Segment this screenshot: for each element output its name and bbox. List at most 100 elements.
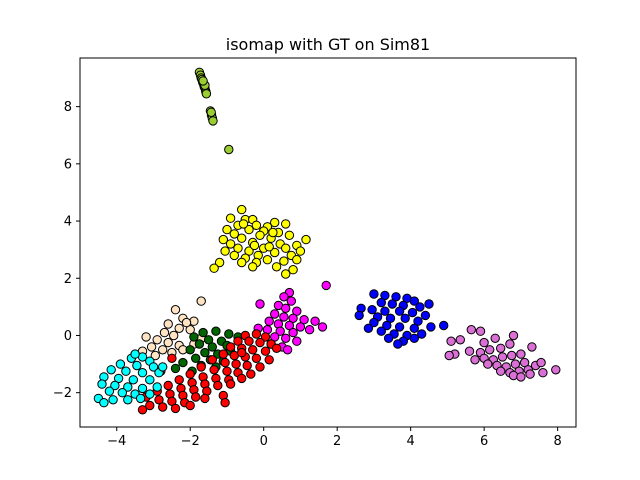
data-point [222,366,232,376]
data-point [174,375,184,385]
data-point [185,369,195,379]
data-point [137,383,148,394]
data-point [393,339,403,349]
data-point [420,310,431,321]
data-point [470,355,480,365]
data-point [387,299,397,309]
data-point [251,220,262,231]
data-point [123,395,133,405]
data-point [191,353,201,363]
data-point [479,337,489,348]
data-point [225,379,236,389]
data-point [249,240,260,251]
data-point [255,230,265,241]
data-point [145,375,155,385]
data-point [163,337,173,348]
data-point [260,346,271,356]
data-point [455,335,465,345]
data-point [117,388,128,398]
data-point [145,389,155,399]
data-point [301,234,311,245]
data-point [145,400,155,411]
data-point [292,255,302,265]
data-point [292,336,302,346]
data-point [128,375,139,385]
data-point [220,357,230,368]
data-point [224,329,234,339]
data-point [209,263,219,273]
data-point [279,256,289,266]
data-point [409,296,419,306]
chart-title: isomap with GT on Sim81 [226,35,430,54]
data-point [367,305,377,315]
data-point [446,336,456,346]
data-point [281,303,291,313]
data-point [148,362,159,372]
data-point [209,365,219,375]
data-point [242,360,252,371]
data-point [551,365,561,375]
data-point [475,326,486,336]
data-point [244,246,254,256]
y-tick-label: 2 [64,272,72,287]
data-point [251,329,262,339]
data-point [203,335,214,345]
data-point [218,234,229,245]
data-point [233,243,243,253]
data-point [505,339,515,349]
data-point [295,246,306,256]
data-point [225,342,236,352]
data-point [113,373,124,384]
data-point [281,333,291,343]
x-tick-label: 2 [333,434,341,449]
data-point [264,355,274,365]
data-point [194,339,205,349]
data-point [104,386,115,396]
data-point [279,292,289,302]
data-point [137,368,148,378]
data-point [163,380,173,391]
data-point [295,322,306,332]
data-point [281,269,291,279]
data-point [510,359,521,369]
y-tick-label: 4 [64,215,72,230]
data-point [279,312,289,322]
data-point [198,327,208,338]
data-point [264,316,274,326]
data-point [115,359,126,369]
data-point [409,323,419,333]
data-point [268,227,278,238]
data-point [231,359,241,369]
data-point [211,326,221,336]
data-point [106,365,116,375]
data-point [170,305,181,315]
data-point [222,224,232,235]
data-point [108,395,118,405]
data-point [251,353,262,363]
data-point [229,250,240,261]
data-point [363,323,374,333]
data-point [284,320,295,331]
data-point [208,116,218,126]
data-point [178,357,188,368]
data-point [516,349,526,359]
data-point [424,299,434,309]
data-point [281,243,291,253]
x-tick-label: 8 [553,434,561,449]
data-point [218,349,229,359]
y-tick-label: −2 [53,386,72,401]
data-point [304,325,315,335]
data-point [288,265,298,275]
y-tick-label: 8 [64,100,72,115]
data-point [110,380,120,391]
data-point [516,372,526,382]
data-point [466,325,476,335]
data-point [288,327,298,338]
data-point [391,292,401,302]
data-point [270,247,280,258]
data-point [198,76,208,86]
data-point [237,233,247,243]
data-point [525,369,535,379]
data-point [417,329,427,339]
data-point [185,345,195,355]
